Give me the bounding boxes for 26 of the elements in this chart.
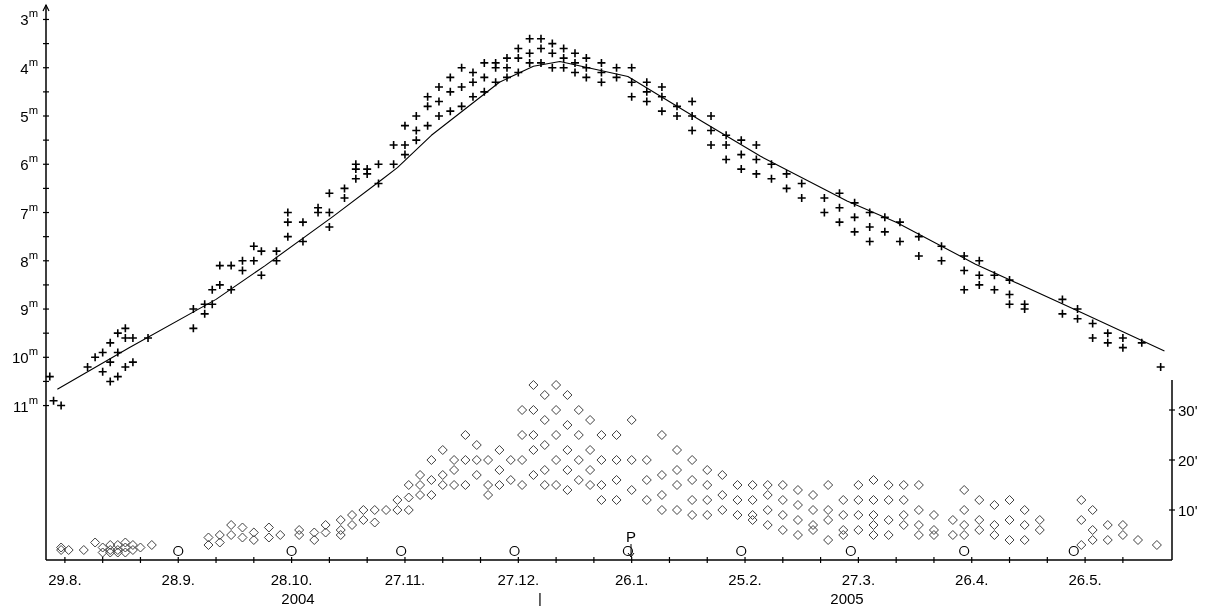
text: |	[538, 589, 542, 606]
y2-tick-label: 10'	[1178, 501, 1198, 519]
y-tick-label: 11$^{m}$	[13, 393, 38, 415]
y2-tick-label: 20'	[1178, 451, 1198, 469]
x-tick-label: 28.9.	[161, 570, 195, 588]
x-tick-label: 28.10.	[270, 570, 313, 588]
text: 2005	[830, 589, 864, 606]
x-tick-label: 26.4.	[955, 570, 989, 588]
x-tick-label: 25.2.	[728, 570, 762, 588]
y2-tick-label: 30'	[1178, 401, 1198, 419]
y-tick-label: 10$^{m}$	[11, 345, 38, 366]
y-tick-label: 9$^{m}$	[20, 297, 38, 318]
x-tick-label: 27.11.	[384, 570, 426, 588]
x-tick-label: 27.12.	[497, 570, 540, 588]
y-tick-label: 6$^{m}$	[20, 152, 38, 173]
x-tick-label: 26.5.	[1068, 570, 1102, 588]
annotation: P	[625, 527, 637, 545]
text: 2004	[281, 589, 315, 606]
y-tick-label: 7$^{m}$	[20, 200, 38, 222]
x-tick-label: 29.8.	[48, 570, 82, 588]
y-tick-label: 4$^{m}$	[20, 55, 38, 77]
x-tick-label: 26.1.	[614, 570, 649, 588]
x-tick-label: 27.3.	[841, 570, 876, 588]
y-tick-label: 5$^{m}$	[20, 104, 38, 125]
y-tick-label: 8$^{m}$	[20, 248, 38, 270]
y-tick-label: 3$^{m}$	[20, 7, 38, 28]
